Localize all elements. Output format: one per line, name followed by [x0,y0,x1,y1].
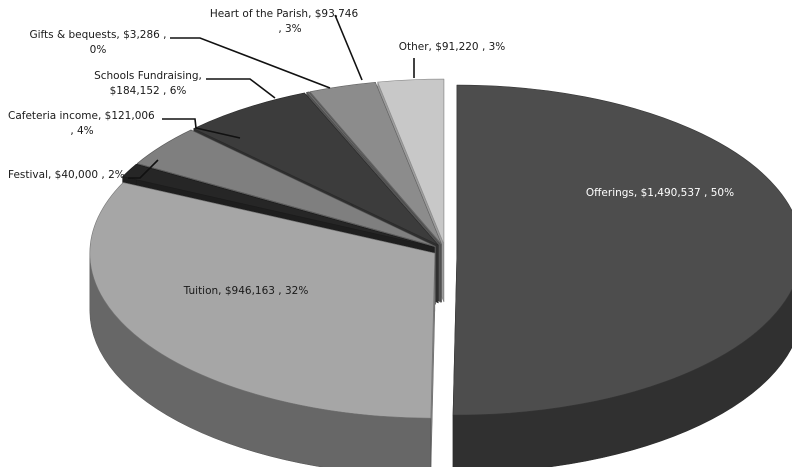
pie-slice-top-offerings [452,84,792,416]
slice-label-gifts-line2: 0% [90,44,107,56]
pie-slice-top-tuition [89,182,436,419]
slice-label-gifts-line1: Gifts & bequests, $3,286 , [29,29,166,41]
leader-line-heart [334,14,363,81]
slice-label-heart-line2: , 3% [278,23,301,35]
slice-label-cafeteria-line1: Cafeteria income, $121,006 [8,110,155,122]
slice-label-cafeteria-line2: , 4% [70,125,93,137]
leader-line-gifts [170,37,331,89]
leader-line-festival [128,159,159,179]
slice-label-other: Other, $91,220 , 3% [399,41,506,53]
pie-slice-tuition [89,182,436,467]
pie-slice-top-cafeteria-income [136,129,436,247]
slice-label-tuition: Tuition, $946,163 , 32% [183,285,309,297]
slice-label-festival: Festival, $40,000 , 2% [8,169,125,181]
pie-slices [89,78,792,467]
leader-lines [128,14,415,179]
slice-label-heart-line1: Heart of the Parish, $93,746 [210,8,359,20]
slice-label-schools-line1: Schools Fundraising, [94,70,202,82]
slice-label-schools-line2: $184,152 , 6% [110,85,187,97]
pie-slice-top-festival [122,163,435,248]
leader-line-schools [206,78,276,99]
pie-slice-offerings [452,84,792,467]
pie-slice-top-other [377,78,445,245]
pie-slice-top-gifts-bequests [306,91,441,245]
leader-line-cafeteria [162,118,241,139]
pie-slice-top-heart-of-the-parish [309,81,442,245]
slice-label-offerings: Offerings, $1,490,537 , 50% [586,187,734,199]
